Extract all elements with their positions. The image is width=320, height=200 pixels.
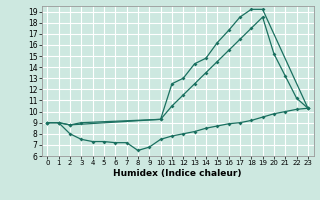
X-axis label: Humidex (Indice chaleur): Humidex (Indice chaleur) <box>113 169 242 178</box>
